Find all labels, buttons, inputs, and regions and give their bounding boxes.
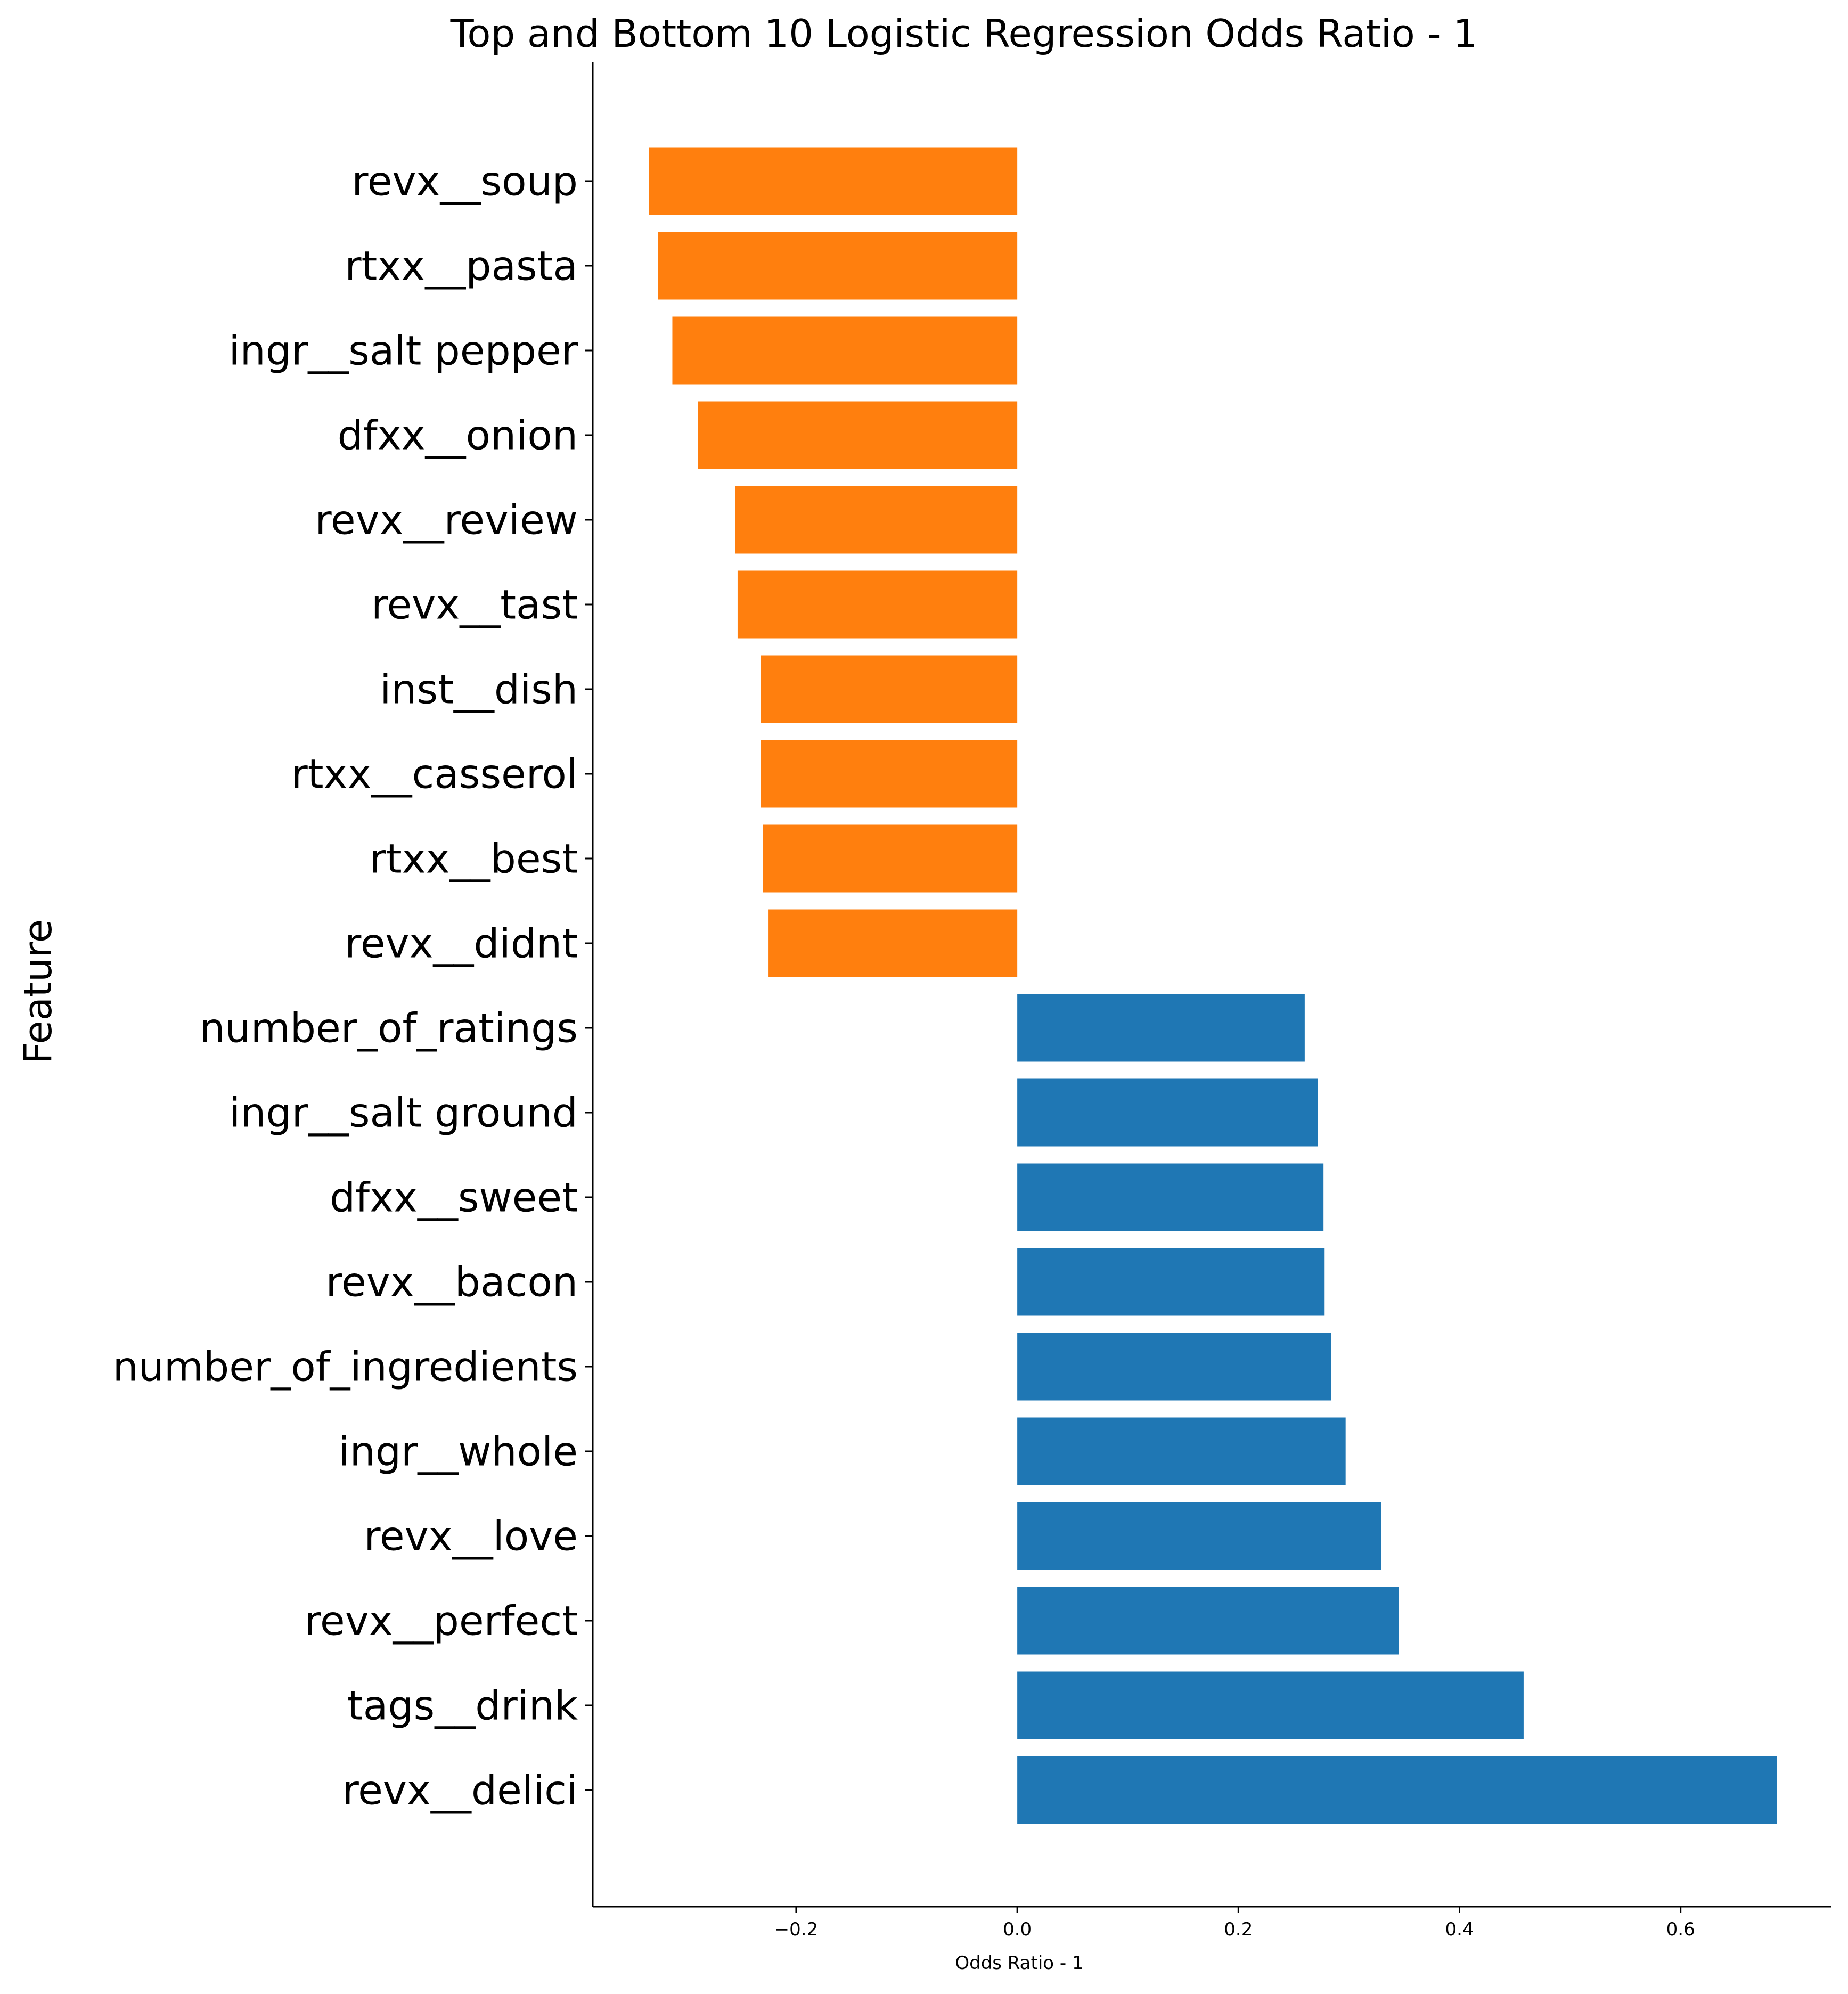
bars <box>649 147 1777 1824</box>
bar-9 <box>768 909 1018 977</box>
y-tick-label-11: ingr__salt ground <box>229 1089 578 1137</box>
bar-0 <box>649 147 1018 215</box>
bar-18 <box>1017 1671 1524 1739</box>
x-tick-label-0: −0.2 <box>774 1919 819 1940</box>
bar-12 <box>1017 1163 1324 1231</box>
y-tick-label-3: dfxx__onion <box>338 412 578 459</box>
chart-title: Top and Bottom 10 Logistic Regression Od… <box>450 11 1478 56</box>
bar-13 <box>1017 1248 1325 1316</box>
y-axis-label: Feature <box>15 919 60 1064</box>
y-tick-label-17: revx__perfect <box>304 1597 578 1645</box>
x-tick-labels: −0.2 0.0 0.2 0.4 0.6 <box>774 1907 1695 1940</box>
y-tick-label-1: rtxx__pasta <box>345 242 578 290</box>
bar-8 <box>763 824 1018 893</box>
y-tick-label-8: rtxx__best <box>370 835 578 882</box>
y-tick-label-7: rtxx__casserol <box>291 750 578 798</box>
y-tick-label-15: ingr__whole <box>339 1428 578 1475</box>
y-tick-label-16: revx__love <box>364 1513 578 1560</box>
y-tick-label-10: number_of_ratings <box>199 1004 578 1052</box>
y-tick-label-0: revx__soup <box>351 158 578 205</box>
x-tick-label-2: 0.2 <box>1224 1919 1253 1940</box>
bar-3 <box>698 401 1018 469</box>
bar-11 <box>1017 1078 1318 1147</box>
bar-19 <box>1017 1756 1777 1824</box>
y-tick-label-19: revx__delici <box>342 1767 578 1814</box>
bar-7 <box>761 740 1018 808</box>
bar-4 <box>735 486 1018 554</box>
axes <box>592 62 1831 1908</box>
y-tick-label-4: revx__review <box>315 496 578 544</box>
bar-2 <box>672 316 1018 385</box>
y-tick-label-13: revx__bacon <box>325 1258 578 1306</box>
y-tick-labels: revx__soup rtxx__pasta ingr__salt pepper df… <box>113 158 593 1814</box>
bar-15 <box>1017 1417 1346 1485</box>
x-axis-label: Odds Ratio - 1 <box>955 1952 1083 1974</box>
y-tick-label-5: revx__tast <box>371 581 578 628</box>
bar-5 <box>737 570 1018 639</box>
y-tick-label-9: revx__didnt <box>345 920 578 967</box>
y-tick-label-14: number_of_ingredients <box>113 1343 578 1391</box>
y-tick-label-18: tags__drink <box>347 1682 578 1729</box>
x-tick-label-4: 0.6 <box>1666 1919 1695 1940</box>
bar-16 <box>1017 1502 1381 1570</box>
bar-10 <box>1017 994 1305 1062</box>
bar-17 <box>1017 1587 1399 1655</box>
bar-6 <box>761 655 1018 723</box>
x-tick-label-3: 0.4 <box>1445 1919 1474 1940</box>
y-tick-label-12: dfxx__sweet <box>330 1174 578 1221</box>
y-tick-label-2: ingr__salt pepper <box>229 327 578 374</box>
bar-1 <box>658 232 1018 300</box>
x-tick-label-1: 0.0 <box>1003 1919 1032 1940</box>
y-tick-label-6: inst__dish <box>380 666 578 713</box>
bar-14 <box>1017 1333 1331 1401</box>
